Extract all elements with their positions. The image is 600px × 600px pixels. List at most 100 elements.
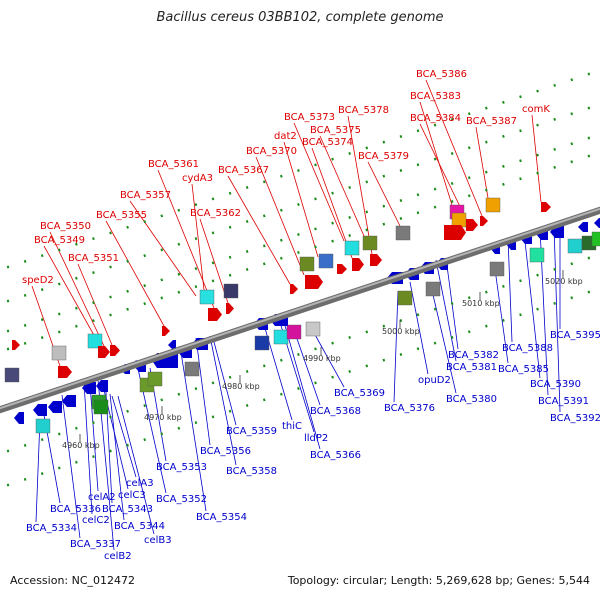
reverse-gene-label[interactable]: celC2: [82, 515, 110, 526]
reverse-gene-label[interactable]: BCA_5385: [498, 364, 549, 375]
forward-gene-label[interactable]: speD2: [22, 275, 54, 286]
reverse-gene-label[interactable]: BCA_5353: [156, 462, 207, 473]
gene-cassette-box: [344, 240, 360, 256]
accession-text: Accession: NC_012472: [10, 574, 136, 587]
forward-gene-label[interactable]: BCA_5386: [416, 69, 467, 80]
guide-track: [0, 253, 600, 455]
forward-gene-label[interactable]: BCA_5349: [34, 235, 85, 246]
gene-cassette-box: [425, 281, 441, 297]
forward-gene-label[interactable]: BCA_5379: [358, 151, 409, 162]
reverse-gene-label[interactable]: celA2: [88, 492, 116, 503]
genome-summary-text: Topology: circular; Length: 5,269,628 bp…: [287, 574, 590, 587]
gene-cassette-box: [529, 247, 545, 263]
gene-cassette-box: [305, 321, 321, 337]
forward-leader-line: [319, 135, 365, 237]
forward-gene-label[interactable]: BCA_5357: [120, 190, 171, 201]
forward-gene-arrow: [480, 216, 488, 226]
reverse-gene-label[interactable]: BCA_5343: [102, 504, 153, 515]
reverse-gene-arrow: [33, 404, 47, 416]
reverse-gene-label[interactable]: BCA_5376: [384, 403, 435, 414]
gene-cassette-box: [489, 261, 505, 277]
reverse-gene-label[interactable]: celA3: [126, 478, 154, 489]
reverse-leader-line: [83, 381, 93, 515]
reverse-gene-label[interactable]: BCA_5344: [114, 521, 165, 532]
forward-gene-arrow: [110, 345, 120, 356]
reverse-gene-label[interactable]: celC3: [118, 490, 146, 501]
reverse-gene-arrow: [48, 401, 62, 413]
reverse-gene-label[interactable]: BCA_5391: [538, 396, 589, 407]
forward-gene-label[interactable]: BCA_5383: [410, 91, 461, 102]
forward-gene-label[interactable]: BCA_5374: [302, 137, 353, 148]
reverse-gene-label[interactable]: lldP2: [304, 433, 328, 444]
feature-tracks: [0, 69, 600, 489]
forward-gene-arrow: [58, 366, 72, 378]
forward-leader-line: [367, 161, 401, 227]
scale-label: 4980 kbp: [222, 382, 260, 391]
reverse-gene-label[interactable]: BCA_5390: [530, 379, 581, 390]
reverse-gene-label[interactable]: BCA_5388: [502, 343, 553, 354]
reverse-gene-label[interactable]: BCA_5336: [50, 504, 101, 515]
reverse-leader-line: [429, 281, 457, 394]
gene-cassette-box: [397, 290, 413, 306]
reverse-gene-label[interactable]: thiC: [282, 421, 302, 432]
reverse-gene-label[interactable]: BCA_5368: [310, 406, 361, 417]
forward-gene-label[interactable]: BCA_5384: [410, 113, 461, 124]
reverse-gene-label[interactable]: BCA_5352: [156, 494, 207, 505]
forward-gene-label[interactable]: BCA_5361: [148, 159, 199, 170]
reverse-gene-label[interactable]: celB2: [104, 551, 132, 562]
forward-gene-arrow: [370, 254, 382, 266]
reverse-gene-label[interactable]: BCA_5334: [26, 523, 77, 534]
forward-gene-label[interactable]: BCA_5367: [218, 165, 269, 176]
guide-track: [0, 287, 600, 489]
forward-gene-label[interactable]: BCA_5370: [246, 146, 297, 157]
forward-gene-label[interactable]: BCA_5350: [40, 221, 91, 232]
reverse-gene-label[interactable]: BCA_5354: [196, 512, 247, 523]
reverse-gene-label[interactable]: BCA_5356: [200, 446, 251, 457]
forward-gene-label[interactable]: BCA_5362: [190, 208, 241, 219]
forward-leader-line: [255, 156, 305, 276]
gene-cassette-box: [485, 197, 501, 213]
reverse-leader-line: [35, 418, 41, 523]
forward-gene-label[interactable]: cydA3: [182, 173, 213, 184]
gene-cassette-box: [147, 371, 163, 387]
reverse-leader-line: [109, 393, 125, 521]
reverse-gene-arrow: [82, 382, 96, 394]
reverse-gene-label[interactable]: BCA_5358: [226, 466, 277, 477]
guide-track: [0, 133, 600, 335]
forward-gene-arrow: [305, 275, 323, 289]
gene-cassette-box: [35, 418, 51, 434]
forward-gene-label[interactable]: BCA_5387: [466, 116, 517, 127]
reverse-gene-label[interactable]: BCA_5381: [446, 362, 497, 373]
scale-ticks: 4960 kbp 4970 kbp 4980 kbp 4990 kbp 5000 kbp…: [62, 270, 583, 450]
leader-lines: [31, 79, 561, 551]
forward-leader-line: [105, 220, 165, 327]
reverse-gene-label[interactable]: BCA_5380: [446, 394, 497, 405]
reverse-leader-line: [111, 395, 137, 478]
forward-gene-label[interactable]: BCA_5378: [338, 105, 389, 116]
forward-gene-label[interactable]: dat2: [274, 131, 297, 142]
reverse-leader-line: [61, 394, 81, 539]
reverse-gene-label[interactable]: BCA_5366: [310, 450, 361, 461]
reverse-gene-label[interactable]: celB3: [144, 535, 172, 546]
reverse-gene-label[interactable]: BCA_5382: [448, 350, 499, 361]
forward-gene-label[interactable]: BCA_5375: [310, 125, 361, 136]
reverse-gene-label[interactable]: BCA_5395: [550, 330, 600, 341]
reverse-gene-label[interactable]: opuD2: [418, 375, 451, 386]
reverse-gene-label[interactable]: BCA_5369: [334, 388, 385, 399]
forward-gene-label[interactable]: BCA_5351: [68, 253, 119, 264]
reverse-gene-label[interactable]: BCA_5392: [550, 413, 600, 424]
forward-gene-label[interactable]: comK: [522, 104, 550, 115]
gene-cassette-box: [4, 367, 20, 383]
gene-cassette-box: [223, 283, 239, 299]
forward-leader-line: [227, 175, 291, 285]
gene-labels: speD2 BCA_5349 BCA_5350 BCA_5351 BCA_5355 BCA…: [22, 69, 600, 562]
forward-gene-label[interactable]: BCA_5373: [284, 112, 335, 123]
reverse-gene-label[interactable]: BCA_5359: [226, 426, 277, 437]
forward-gene-label[interactable]: BCA_5355: [96, 210, 147, 221]
reverse-gene-arrow: [62, 395, 76, 407]
reverse-leader-line: [435, 259, 457, 362]
reverse-gene-label[interactable]: BCA_5337: [70, 539, 121, 550]
reverse-leader-line: [523, 231, 541, 379]
forward-gene-arrow: [337, 264, 347, 274]
